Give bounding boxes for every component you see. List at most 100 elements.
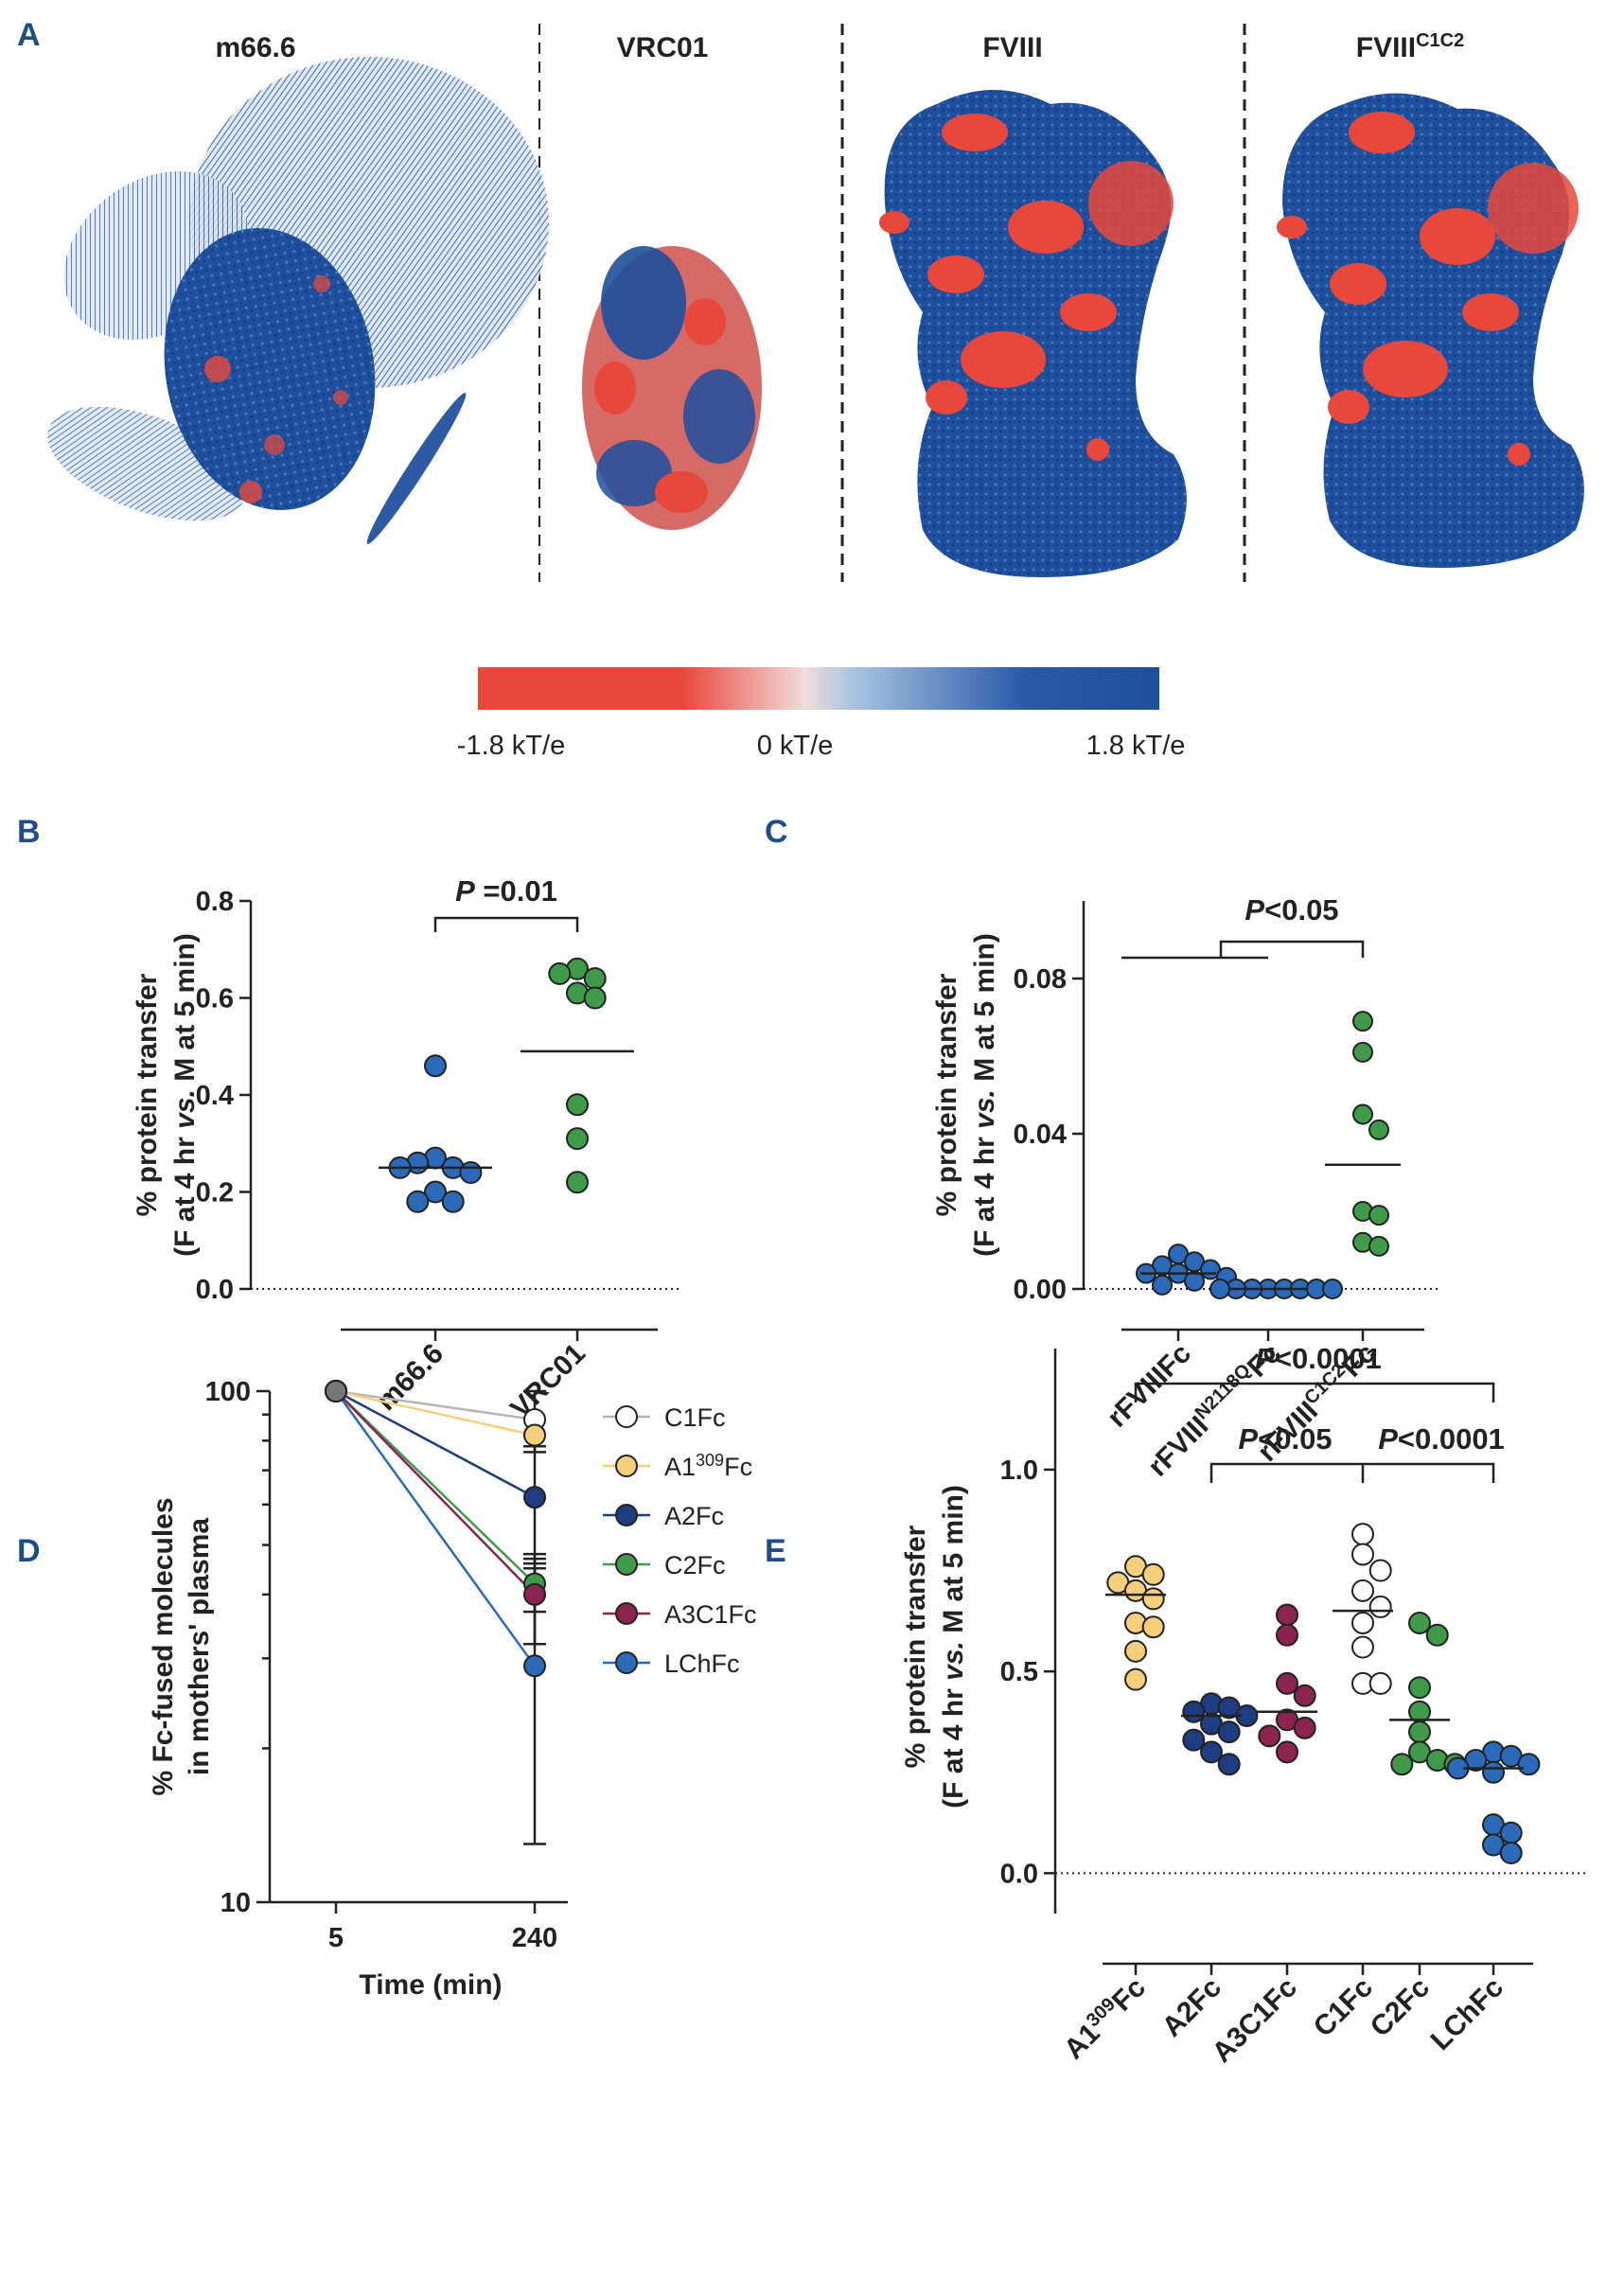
x-category-label-sup: N2118Q — [1192, 1360, 1255, 1423]
series-line — [335, 1390, 536, 1596]
y-tick-label: 10 — [221, 1888, 251, 1918]
y-tick-label: 0.0 — [196, 1275, 234, 1305]
data-point — [523, 1486, 546, 1509]
y-axis-label-text1: % protein transfer — [132, 973, 163, 1216]
data-point — [566, 1093, 589, 1117]
series-line — [334, 1390, 537, 1667]
y-tick-label: 0.2 — [196, 1178, 234, 1209]
legend-label-text: A3C1Fc — [664, 1600, 757, 1629]
x-category-label-text: C2Fc — [1365, 1972, 1436, 2043]
data-point — [1499, 1842, 1523, 1865]
data-point — [1182, 1700, 1206, 1723]
y-tick-label: 0.08 — [1014, 964, 1067, 995]
panel-d-chart: 10 100 5 240 Time (min) % Fc-fused molecules i… — [148, 1377, 757, 2001]
data-point — [1276, 1671, 1298, 1695]
y-tick-label: 0.5 — [1000, 1657, 1038, 1687]
data-point — [1258, 1724, 1281, 1748]
p-value-text: <0.05 — [1258, 1422, 1332, 1456]
significance-bracket — [1219, 940, 1365, 958]
panel-b-chart: 0.0 0.2 0.4 0.6 0.8 % protein transfer (F at 4… — [132, 874, 681, 1424]
x-category-label: A1309Fc — [1057, 1970, 1152, 2065]
legend-label-text: A2Fc — [664, 1502, 724, 1530]
y-axis-label-text2a: (F at 4 hr — [938, 1681, 969, 1808]
data-point — [1276, 1603, 1298, 1627]
data-point — [1390, 1753, 1414, 1776]
p-value-italic: P — [1244, 893, 1264, 926]
p-value-text: <0.05 — [1264, 893, 1338, 926]
legend-marker — [615, 1504, 638, 1526]
data-point — [406, 1190, 430, 1213]
surface-fviii — [879, 90, 1187, 577]
y-axis-label-text1: % protein transfer — [931, 973, 962, 1216]
data-point — [1293, 1716, 1316, 1739]
data-point — [523, 1654, 546, 1678]
legend-label-text: LChFc — [664, 1650, 740, 1678]
y-axis-label-text2a: (F at 4 hr — [169, 1129, 201, 1257]
legend-marker — [615, 1455, 638, 1477]
p-value-label: P<0.05 — [1238, 1422, 1332, 1456]
data-point — [1368, 1205, 1389, 1226]
surface-vrc01 — [582, 246, 762, 530]
title-m66-6: m66.6 — [215, 32, 295, 63]
y-axis-label-line1: % protein transfer — [132, 973, 163, 1216]
y-axis-label-text2c: M at 5 min) — [169, 933, 201, 1089]
surface-m66-6 — [47, 57, 549, 544]
legend-label-text: C2Fc — [664, 1551, 726, 1579]
data-point — [1352, 1103, 1373, 1125]
significance-bracket-3 — [1363, 1462, 1495, 1483]
y-axis-label-line1: % protein transfer — [900, 1525, 931, 1768]
p-value-label: P<0.0001 — [1378, 1422, 1505, 1456]
legend-marker — [615, 1651, 638, 1674]
colorbar-label-mid: 0 kT/e — [757, 731, 834, 761]
y-axis-label-text2b: vs. — [938, 1641, 969, 1681]
data-point — [1408, 1720, 1431, 1744]
legend-marker — [615, 1602, 638, 1625]
y-axis-label-line2: in mothers' plasma — [184, 1518, 215, 1776]
legend-label-tail: Fc — [724, 1453, 752, 1481]
panel-c-chart: 0.00 0.04 0.08 % protein transfer (F at 4 hr… — [931, 893, 1439, 1483]
y-axis-label-line1: % protein transfer — [931, 973, 962, 1216]
legend-label-sup: 309 — [696, 1451, 724, 1470]
data-point — [1351, 1635, 1374, 1659]
y-tick-label: 1.0 — [1000, 1456, 1038, 1486]
data-point — [1276, 1623, 1298, 1647]
data-point — [1276, 1740, 1298, 1764]
legend-label: A2Fc — [664, 1502, 724, 1530]
significance-bracket-1 — [1134, 1382, 1495, 1403]
p-value-text: <0.0001 — [1398, 1422, 1505, 1456]
series-line — [335, 1390, 536, 1585]
y-axis-label-text2a: (F at 4 hr — [969, 1129, 1000, 1257]
data-point — [1408, 1676, 1431, 1700]
data-point — [1293, 1684, 1316, 1707]
data-point — [1152, 1274, 1173, 1296]
legend-label: C1Fc — [664, 1403, 726, 1432]
data-point — [583, 967, 607, 990]
x-category-label: VRC01 — [504, 1338, 591, 1425]
panel-e-letter: E — [765, 1533, 786, 1569]
data-point — [1141, 1587, 1165, 1611]
data-point — [1368, 1235, 1389, 1257]
legend-label: A3C1Fc — [664, 1600, 757, 1629]
data-point — [1141, 1562, 1165, 1586]
legend-label: C2Fc — [664, 1551, 726, 1579]
panel-a-letter: A — [17, 17, 41, 53]
y-axis-label-text1: % Fc-fused molecules — [148, 1497, 179, 1795]
x-category-label: A3C1Fc — [1207, 1972, 1303, 2069]
legend-marker — [615, 1405, 638, 1428]
y-axis-label-text2c: M at 5 min) — [938, 1485, 969, 1641]
panel-d-letter: D — [17, 1533, 41, 1569]
data-point — [1517, 1753, 1541, 1776]
x-tick-label: 240 — [512, 1923, 557, 1953]
data-point — [566, 1127, 589, 1151]
data-point — [1217, 1753, 1241, 1776]
data-point — [1182, 1728, 1206, 1752]
p-value-italic: P — [1255, 1342, 1275, 1375]
significance-bracket — [433, 916, 579, 932]
y-axis-label-text1: % protein transfer — [900, 1525, 931, 1768]
data-point — [566, 1171, 589, 1194]
y-tick-label: 0.6 — [196, 984, 234, 1014]
x-category-label-text: LChFc — [1425, 1972, 1509, 2056]
data-point — [459, 1161, 483, 1184]
panel-e-chart: 0.0 0.5 1.0 % protein transfer (F at 4 hr vs… — [900, 1342, 1585, 2069]
